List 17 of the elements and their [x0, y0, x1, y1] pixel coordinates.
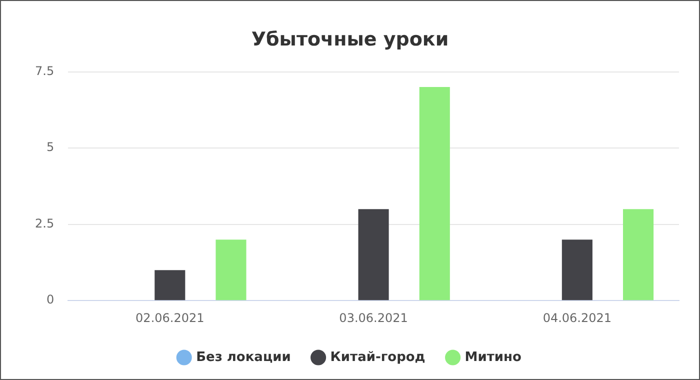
legend-label: Китай-город: [330, 350, 426, 365]
y-tick-label: 7.5: [34, 64, 54, 78]
y-tick-label: 0: [46, 292, 54, 307]
x-tick-label: 04.06.2021: [542, 310, 612, 325]
y-tick-label: 2.5: [34, 216, 54, 230]
bar: [623, 209, 654, 300]
y-tick-label: 5: [46, 140, 54, 154]
x-tick-label: 03.06.2021: [339, 310, 408, 325]
bar: [154, 270, 186, 300]
legend-label: Митино: [464, 350, 522, 365]
legend-label: Без локации: [196, 350, 291, 365]
bar: [216, 240, 246, 300]
bar: [419, 87, 450, 300]
bar: [562, 240, 592, 300]
bar: [358, 209, 389, 300]
x-tick-label: 02.06.2021: [136, 310, 204, 325]
chart-title: Убыточные уроки: [251, 28, 449, 50]
